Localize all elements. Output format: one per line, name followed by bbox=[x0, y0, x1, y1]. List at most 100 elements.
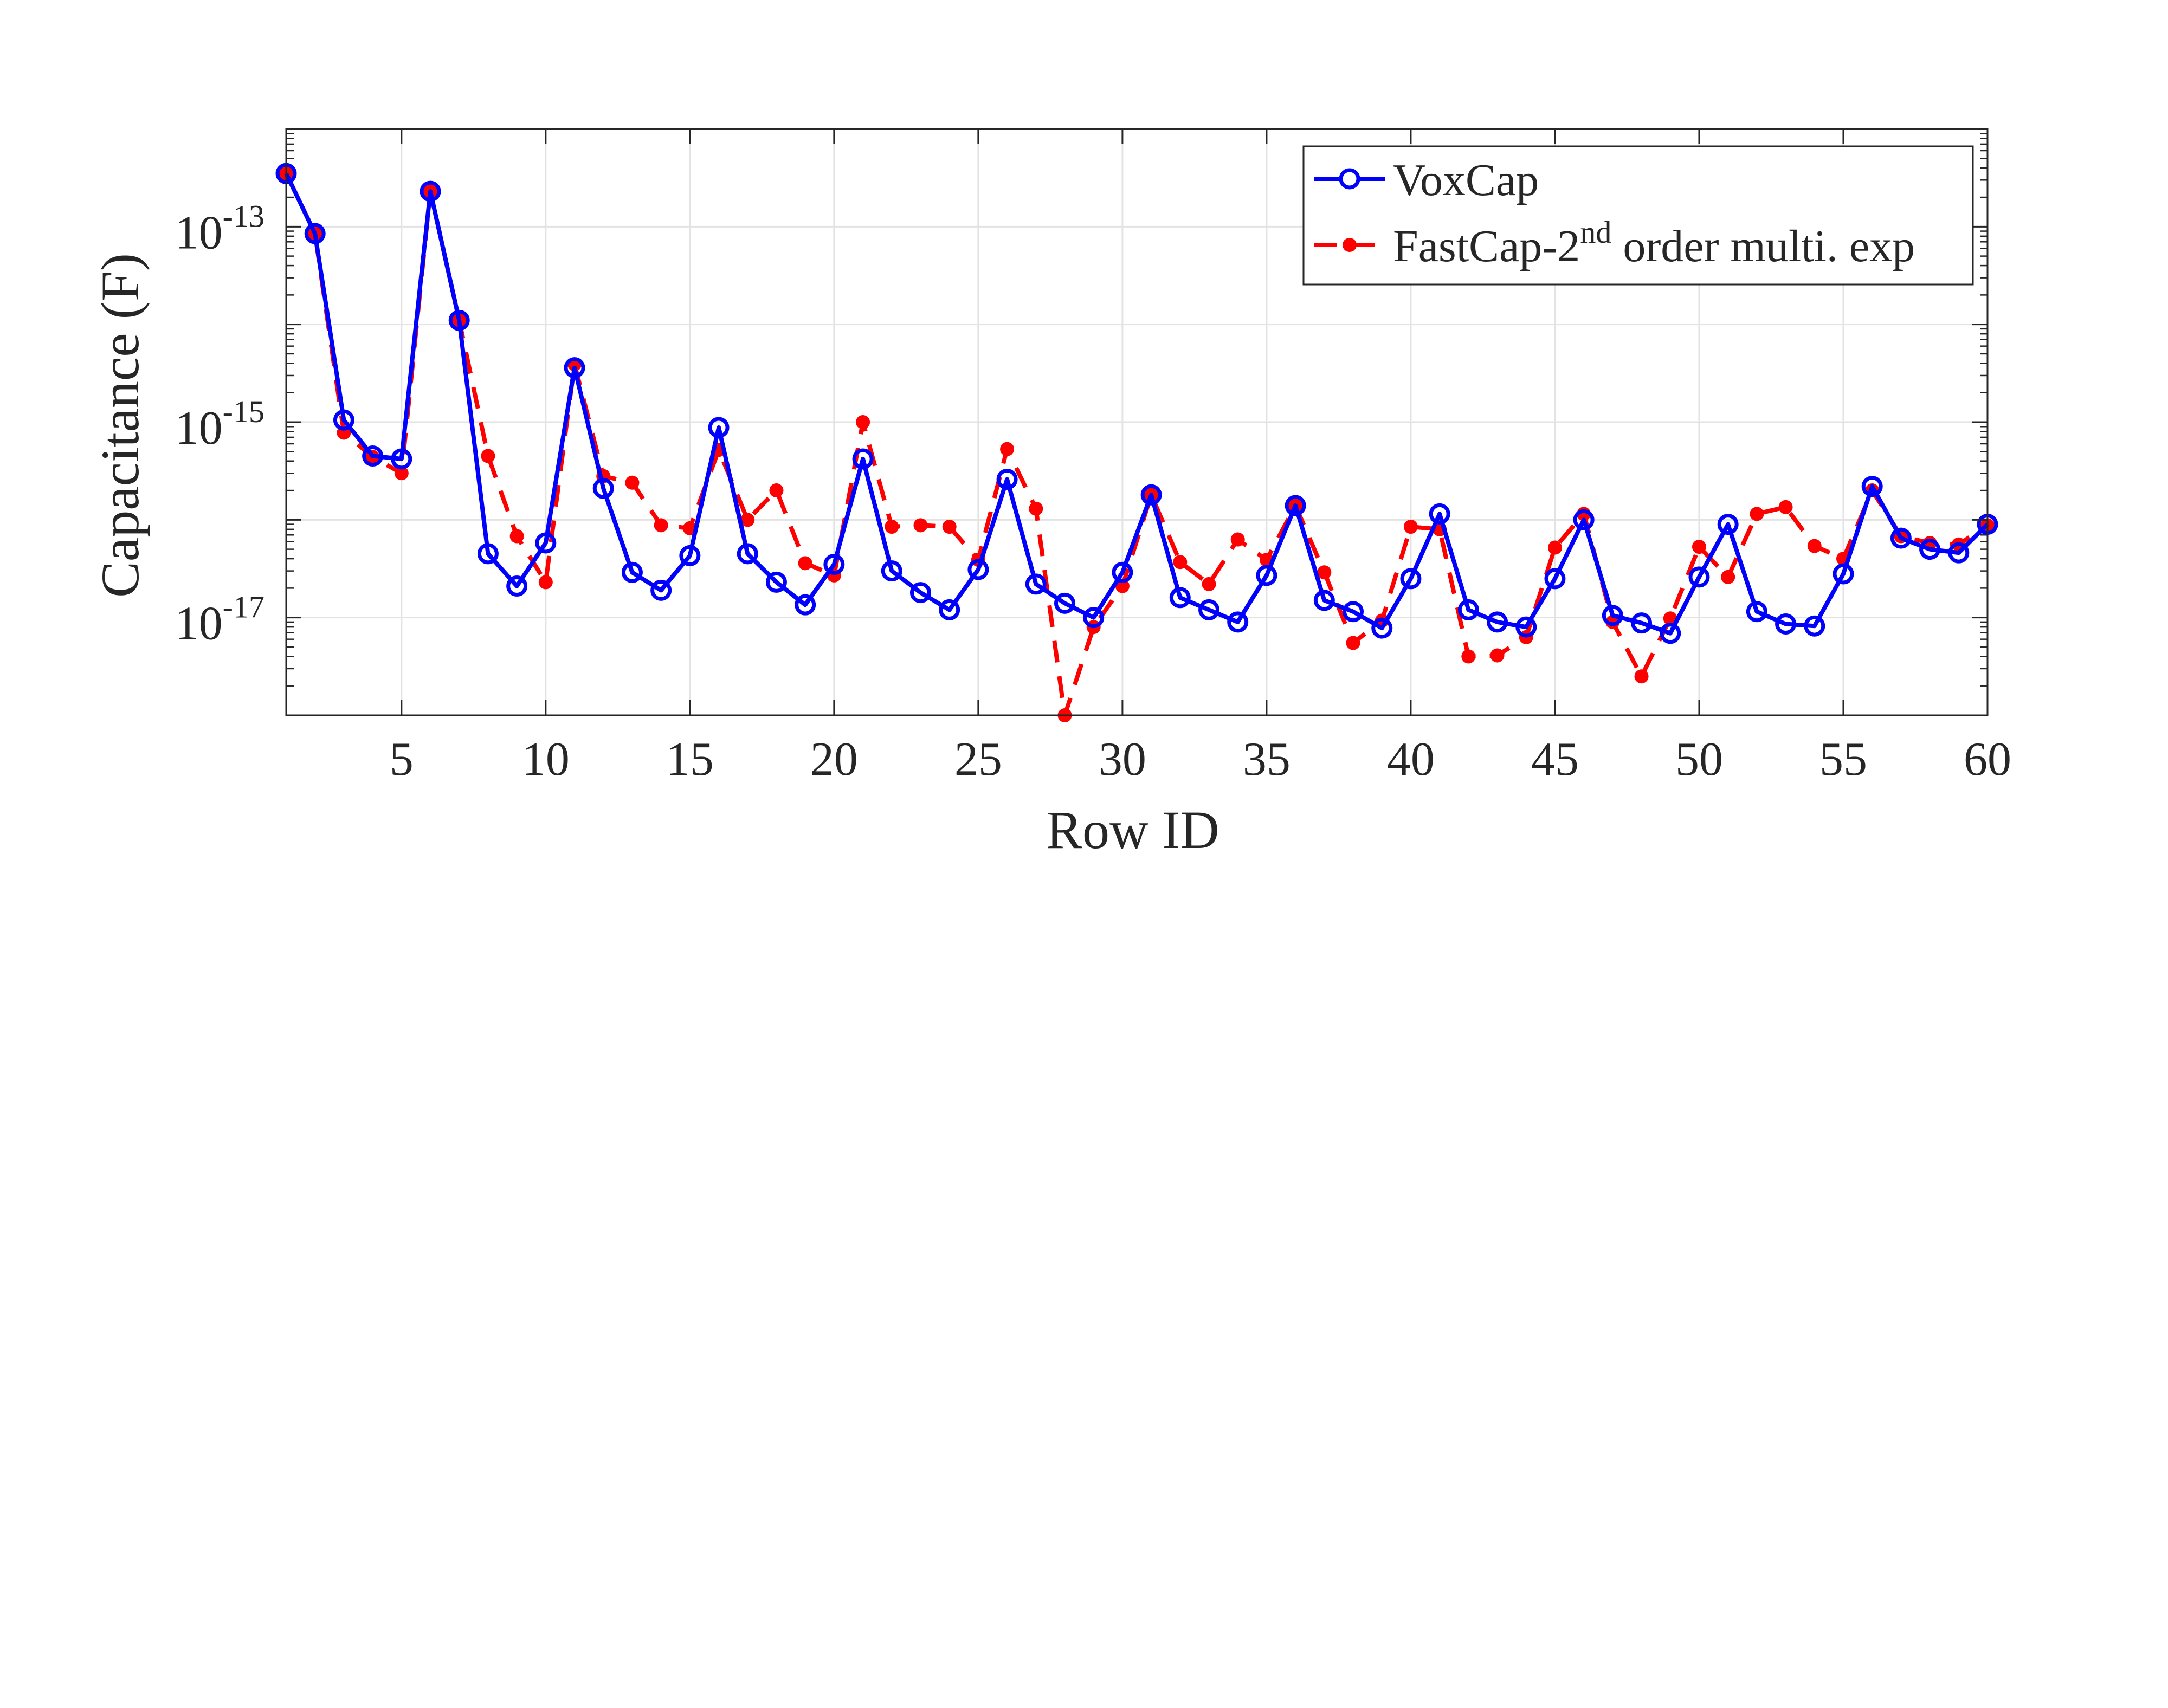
data-point-fastcap bbox=[1692, 540, 1706, 554]
data-point-voxcap bbox=[1919, 539, 1941, 560]
data-point-voxcap bbox=[1343, 601, 1364, 623]
data-point-fastcap bbox=[856, 415, 870, 429]
legend-entry-voxcap: VoxCap bbox=[1314, 155, 1539, 205]
data-point-voxcap bbox=[650, 579, 672, 601]
data-point-voxcap bbox=[881, 560, 902, 582]
data-point-voxcap bbox=[506, 575, 528, 597]
x-tick-label: 40 bbox=[1387, 733, 1435, 786]
data-point-voxcap bbox=[708, 417, 730, 438]
data-point-voxcap bbox=[1054, 592, 1075, 614]
major-ticks bbox=[286, 128, 1989, 716]
data-point-fastcap bbox=[654, 518, 668, 533]
legend-fastcap-label-suffix: order multi. exp bbox=[1611, 221, 1915, 271]
data-point-voxcap bbox=[1688, 566, 1710, 588]
y-tick-label: 10-15 bbox=[175, 394, 264, 455]
data-point-voxcap bbox=[1313, 590, 1335, 611]
data-point-voxcap bbox=[737, 543, 758, 565]
data-point-voxcap bbox=[852, 448, 874, 470]
x-tick-label: 5 bbox=[390, 733, 414, 786]
data-point-voxcap bbox=[1487, 611, 1508, 633]
data-point-fastcap bbox=[1778, 500, 1793, 514]
series-fastcap bbox=[279, 166, 1995, 722]
data-point-fastcap bbox=[1721, 570, 1735, 584]
data-point-voxcap bbox=[477, 543, 499, 565]
x-tick-label: 45 bbox=[1531, 733, 1579, 786]
data-point-voxcap bbox=[535, 532, 557, 554]
data-point-voxcap bbox=[448, 309, 470, 331]
legend-fastcap-marker bbox=[1343, 238, 1357, 252]
data-point-fastcap bbox=[798, 556, 812, 571]
x-tick-labels: 5 10 15 20 25 30 35 40 45 50 55 60 bbox=[390, 733, 2011, 786]
data-point-voxcap bbox=[362, 445, 384, 467]
data-point-fastcap bbox=[394, 466, 409, 481]
data-point-voxcap bbox=[1083, 607, 1105, 629]
data-point-fastcap bbox=[1750, 507, 1764, 521]
y-tick-label-exponent: -13 bbox=[223, 198, 264, 234]
data-point-voxcap bbox=[1775, 613, 1797, 635]
data-point-voxcap bbox=[1660, 623, 1681, 644]
data-point-fastcap bbox=[538, 575, 553, 590]
data-point-voxcap bbox=[795, 594, 816, 616]
data-point-voxcap bbox=[564, 357, 585, 379]
data-point-voxcap bbox=[592, 477, 614, 499]
data-point-voxcap bbox=[1948, 542, 1970, 564]
data-point-voxcap bbox=[1140, 484, 1162, 506]
data-point-voxcap bbox=[1544, 568, 1566, 590]
y-tick-label-base: 10 bbox=[175, 598, 223, 650]
x-tick-label: 50 bbox=[1675, 733, 1723, 786]
x-tick-label: 55 bbox=[1819, 733, 1867, 786]
data-point-voxcap bbox=[1890, 527, 1912, 549]
data-point-fastcap bbox=[509, 529, 524, 544]
data-point-voxcap bbox=[1256, 565, 1277, 586]
legend-entry-fastcap: FastCap-2nd order multi. exp bbox=[1314, 215, 1915, 271]
data-point-voxcap bbox=[1429, 503, 1450, 525]
data-point-voxcap bbox=[1227, 611, 1249, 633]
data-point-voxcap bbox=[1861, 476, 1883, 497]
x-tick-label: 25 bbox=[954, 733, 1002, 786]
data-point-voxcap bbox=[1285, 495, 1306, 516]
data-point-fastcap bbox=[1461, 649, 1476, 664]
data-point-fastcap bbox=[1202, 577, 1216, 591]
data-point-fastcap bbox=[1000, 442, 1015, 456]
data-point-fastcap bbox=[1029, 501, 1043, 516]
x-tick-label: 30 bbox=[1099, 733, 1146, 786]
data-point-voxcap bbox=[1717, 514, 1739, 535]
y-tick-label-base: 10 bbox=[175, 402, 223, 455]
data-point-fastcap bbox=[942, 520, 957, 534]
data-point-voxcap bbox=[1631, 612, 1653, 634]
data-point-voxcap bbox=[621, 561, 643, 583]
legend-voxcap-marker bbox=[1339, 168, 1360, 190]
data-point-voxcap bbox=[996, 468, 1018, 490]
data-point-fastcap bbox=[1346, 636, 1360, 650]
data-point-voxcap bbox=[939, 599, 960, 620]
legend-fastcap-label-sup: nd bbox=[1580, 215, 1611, 250]
data-point-fastcap bbox=[1807, 539, 1822, 553]
data-point-fastcap bbox=[885, 520, 899, 534]
y-tick-label: 10-17 bbox=[175, 590, 264, 650]
data-point-voxcap bbox=[1746, 601, 1767, 623]
data-point-voxcap bbox=[1457, 599, 1479, 620]
data-point-fastcap bbox=[1230, 532, 1245, 547]
x-tick-label: 10 bbox=[522, 733, 570, 786]
data-point-fastcap bbox=[481, 449, 495, 463]
data-point-fastcap bbox=[1173, 555, 1188, 570]
y-tick-label-base: 10 bbox=[175, 206, 223, 259]
data-point-voxcap bbox=[1573, 509, 1595, 530]
legend-voxcap-label: VoxCap bbox=[1393, 155, 1539, 205]
data-point-fastcap bbox=[1403, 520, 1418, 534]
data-point-fastcap bbox=[1317, 565, 1332, 580]
data-point-voxcap bbox=[304, 223, 326, 244]
data-point-voxcap bbox=[1112, 561, 1133, 583]
minor-ticks bbox=[286, 133, 1988, 687]
data-point-voxcap bbox=[1371, 617, 1393, 639]
y-tick-label-exponent: -17 bbox=[223, 590, 264, 625]
data-point-voxcap bbox=[1025, 573, 1047, 595]
data-point-voxcap bbox=[1833, 563, 1854, 585]
data-point-fastcap bbox=[1634, 669, 1649, 684]
y-tick-label-exponent: -15 bbox=[223, 394, 264, 429]
x-tick-label: 20 bbox=[810, 733, 858, 786]
y-tick-label: 10-13 bbox=[175, 198, 264, 259]
